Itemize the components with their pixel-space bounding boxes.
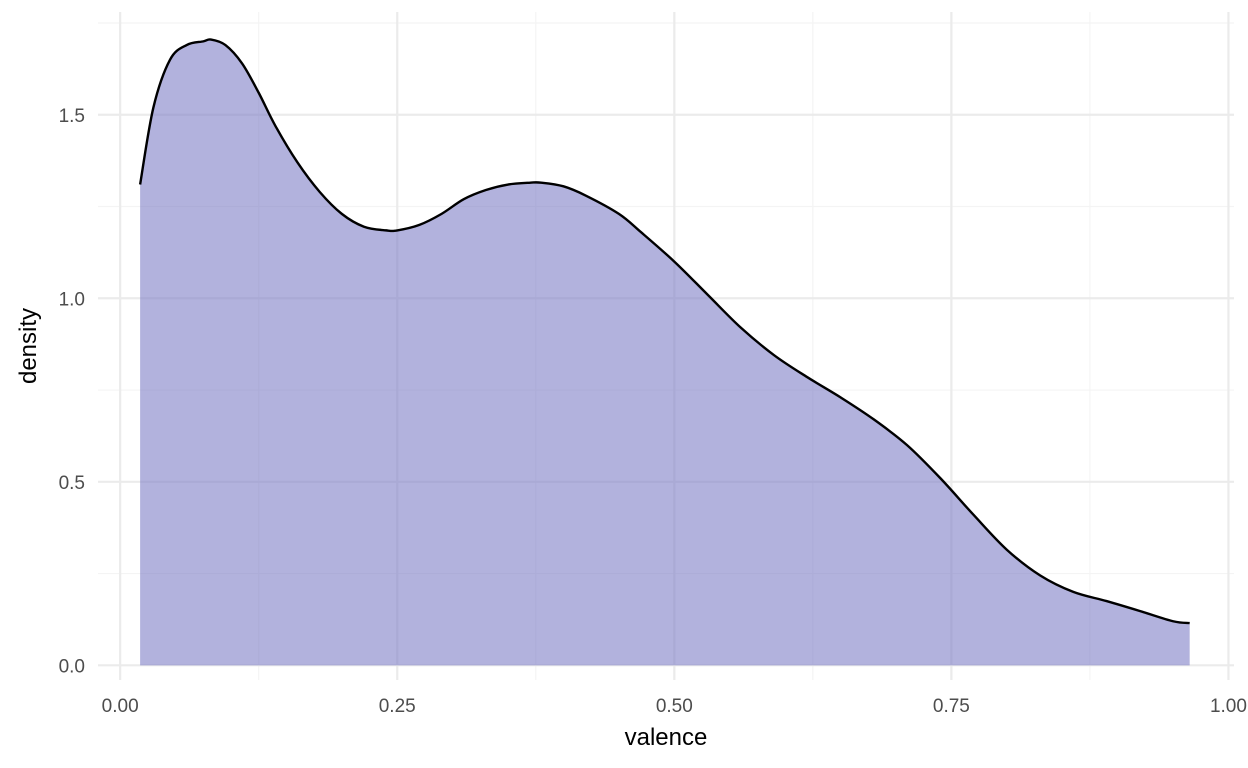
density-area <box>140 39 1190 666</box>
y-tick-labels: 0.0 0.5 1.0 1.5 <box>59 106 85 678</box>
x-tick-labels: 0.00 0.25 0.50 0.75 1.00 <box>102 696 1247 717</box>
x-tick-label: 0.75 <box>933 696 970 717</box>
y-tick-label: 0.5 <box>59 473 85 494</box>
x-tick-label: 0.25 <box>379 696 416 717</box>
y-tick-label: 1.0 <box>59 289 85 310</box>
x-tick-label: 0.50 <box>656 696 693 717</box>
y-tick-label: 0.0 <box>59 656 85 677</box>
y-tick-label: 1.5 <box>59 106 85 127</box>
y-axis-title: density <box>15 308 42 384</box>
density-line <box>138 38 1190 625</box>
density-line-layer <box>138 38 1190 625</box>
x-tick-label: 0.00 <box>102 696 139 717</box>
density-area-layer <box>140 39 1190 666</box>
x-tick-label: 1.00 <box>1210 696 1247 717</box>
x-axis-title: valence <box>625 724 708 751</box>
